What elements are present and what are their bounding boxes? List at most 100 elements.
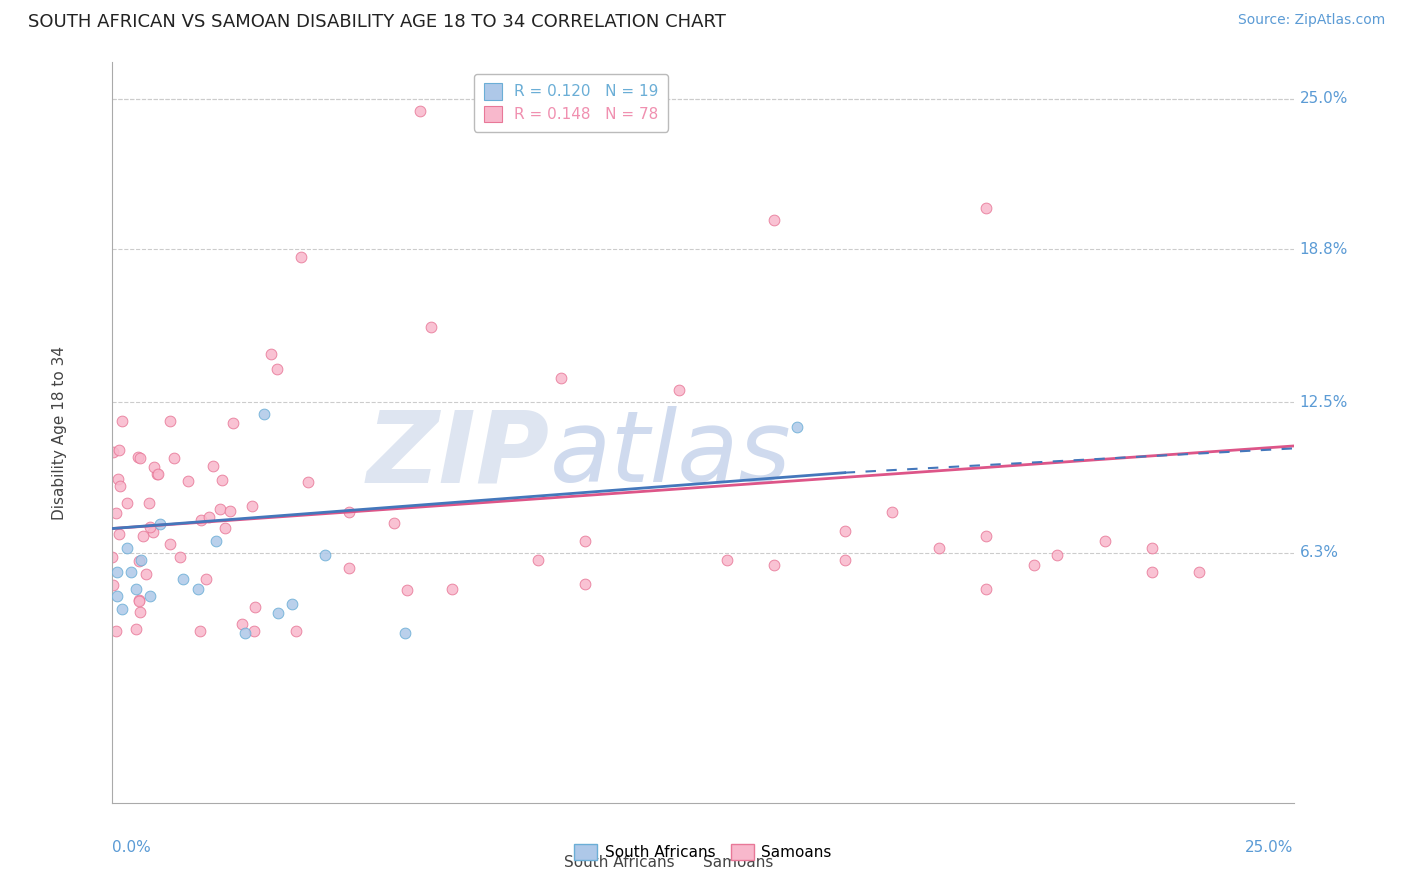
Point [1188, 565, 1211, 579]
Point [786, 419, 808, 434]
Point [209, 502, 232, 516]
Point [266, 362, 288, 376]
Point [115, 541, 138, 555]
Point [205, 533, 228, 548]
Point [129, 553, 152, 567]
Point [129, 606, 152, 620]
Point [976, 201, 998, 215]
Point [290, 250, 312, 264]
Point [105, 565, 128, 579]
Point [242, 624, 264, 638]
Point [111, 414, 134, 428]
Point [129, 450, 152, 465]
Point [101, 550, 124, 565]
Text: SOUTH AFRICAN VS SAMOAN DISABILITY AGE 18 TO 34 CORRELATION CHART: SOUTH AFRICAN VS SAMOAN DISABILITY AGE 1… [28, 13, 725, 31]
Point [267, 607, 290, 621]
Point [190, 513, 212, 527]
Text: South Africans: South Africans [564, 855, 675, 870]
Point [127, 450, 149, 464]
Point [142, 524, 165, 539]
Point [337, 505, 360, 519]
Point [219, 504, 242, 518]
Text: ZIP: ZIP [367, 407, 550, 503]
Point [339, 561, 361, 575]
Text: Samoans: Samoans [703, 855, 773, 870]
Point [108, 478, 131, 492]
Point [202, 459, 225, 474]
Point [880, 504, 903, 518]
Text: Source: ZipAtlas.com: Source: ZipAtlas.com [1237, 13, 1385, 28]
Point [188, 624, 211, 638]
Point [574, 577, 596, 591]
Point [104, 506, 127, 520]
Point [159, 414, 181, 428]
Point [214, 521, 236, 535]
Point [143, 459, 166, 474]
Text: 12.5%: 12.5% [1299, 395, 1348, 409]
Point [163, 450, 186, 465]
Point [240, 499, 263, 513]
Point [1046, 548, 1069, 562]
Point [762, 558, 785, 572]
Point [176, 474, 198, 488]
Point [762, 213, 785, 227]
Point [285, 624, 308, 639]
Point [550, 371, 572, 385]
Point [104, 624, 127, 638]
Point [135, 567, 157, 582]
Point [145, 467, 167, 481]
Point [195, 572, 218, 586]
Point [716, 553, 738, 567]
Point [297, 475, 319, 489]
Point [260, 347, 283, 361]
Point [231, 616, 253, 631]
Point [1140, 541, 1163, 555]
Point [107, 472, 129, 486]
Legend: South Africans, Samoans: South Africans, Samoans [568, 838, 838, 866]
Point [526, 553, 548, 567]
Point [1022, 558, 1045, 572]
Point [111, 601, 134, 615]
Point [394, 626, 416, 640]
Point [222, 416, 245, 430]
Point [128, 554, 150, 568]
Point [976, 582, 998, 597]
Point [408, 103, 430, 118]
Point [420, 320, 443, 334]
Text: 25.0%: 25.0% [1299, 91, 1348, 106]
Point [149, 516, 172, 531]
Point [115, 496, 138, 510]
Point [139, 590, 162, 604]
Point [281, 597, 304, 611]
Text: 6.3%: 6.3% [1299, 545, 1339, 560]
Point [834, 553, 856, 567]
Point [132, 529, 155, 543]
Point [169, 549, 191, 564]
Point [146, 467, 169, 481]
Point [105, 590, 128, 604]
Point [125, 582, 148, 597]
Point [128, 594, 150, 608]
Legend: R = 0.120   N = 19, R = 0.148   N = 78: R = 0.120 N = 19, R = 0.148 N = 78 [474, 74, 668, 131]
Text: 18.8%: 18.8% [1299, 242, 1348, 257]
Point [253, 408, 276, 422]
Text: Disability Age 18 to 34: Disability Age 18 to 34 [52, 345, 67, 520]
Point [120, 565, 142, 579]
Point [211, 473, 233, 487]
Point [138, 519, 160, 533]
Point [395, 583, 418, 598]
Point [574, 533, 596, 548]
Point [1140, 565, 1163, 579]
Point [103, 445, 125, 459]
Point [198, 509, 221, 524]
Point [834, 524, 856, 538]
Text: atlas: atlas [550, 407, 792, 503]
Point [108, 527, 131, 541]
Point [441, 582, 464, 596]
Point [128, 593, 150, 607]
Point [668, 383, 690, 397]
Text: 25.0%: 25.0% [1246, 840, 1294, 855]
Point [382, 516, 405, 530]
Point [314, 548, 336, 562]
Point [1094, 533, 1116, 548]
